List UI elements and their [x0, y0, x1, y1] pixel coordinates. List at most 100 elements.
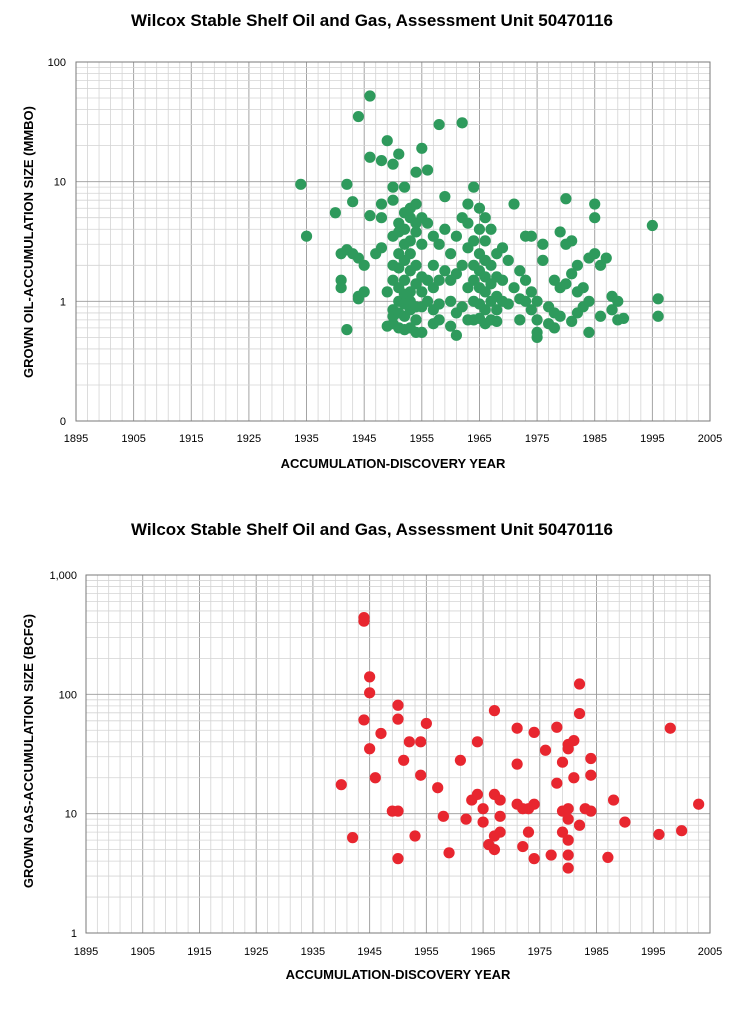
x-tick-label: 1945: [352, 433, 376, 445]
data-point: [329, 207, 341, 219]
data-point: [519, 295, 532, 307]
data-points: [295, 90, 664, 343]
data-point: [511, 758, 523, 770]
data-point: [562, 743, 574, 755]
data-point: [410, 198, 422, 210]
data-point: [432, 782, 444, 794]
chart-title: Wilcox Stable Shelf Oil and Gas, Assessm…: [131, 11, 613, 30]
data-point: [479, 304, 491, 316]
x-tick-label: 1905: [130, 946, 154, 958]
x-tick-label: 1975: [525, 433, 549, 445]
data-point: [488, 705, 501, 717]
plot-frame: [85, 574, 711, 934]
data-point: [347, 832, 359, 844]
y-axis-label: GROWN OIL-ACCUMULATION SIZE (MMBO): [21, 106, 36, 378]
data-point: [548, 322, 560, 334]
data-point: [375, 212, 388, 224]
data-point: [473, 202, 486, 214]
data-point: [585, 769, 597, 781]
data-point: [456, 117, 468, 129]
data-point: [494, 826, 506, 838]
x-tick-label: 1925: [237, 433, 261, 445]
data-point: [445, 295, 457, 307]
y-axis-label: GROWN GAS-ACCUMULATION SIZE (BCFG): [21, 614, 36, 888]
x-tick-label: 1955: [414, 946, 438, 958]
data-point: [398, 274, 411, 286]
x-tick-label: 1935: [301, 946, 325, 958]
data-point: [508, 282, 520, 294]
data-point: [494, 794, 506, 806]
data-point: [416, 326, 428, 339]
x-tick-label: 1895: [64, 433, 88, 445]
data-point: [358, 259, 370, 271]
x-axis-label: ACCUMULATION-DISCOVERY YEAR: [286, 967, 511, 982]
y-tick-label: 10: [65, 809, 77, 821]
data-point: [577, 282, 589, 294]
data-point: [381, 135, 393, 147]
oil-chart: Wilcox Stable Shelf Oil and Gas, Assessm…: [21, 11, 722, 471]
data-point: [566, 235, 578, 247]
data-point: [347, 196, 359, 208]
x-axis-ticks: 1895 1905 1915 1925 1935 1945 1955 1965 1975 1985…: [74, 946, 722, 958]
data-point: [433, 274, 445, 286]
data-point: [566, 315, 578, 327]
data-point: [341, 178, 353, 190]
data-point: [387, 181, 399, 193]
data-point: [556, 826, 569, 838]
data-point: [375, 154, 388, 167]
y-axis-ticks: 1 10 100 1,000: [49, 570, 77, 940]
data-point: [445, 248, 457, 260]
data-point: [545, 849, 557, 861]
data-point: [479, 286, 491, 298]
data-point: [652, 310, 664, 322]
data-point: [562, 813, 574, 825]
data-point: [508, 198, 520, 210]
data-point: [450, 268, 462, 280]
x-tick-label: 1905: [121, 433, 145, 445]
data-point: [531, 295, 543, 307]
plot-frame: [75, 61, 711, 422]
data-point: [387, 194, 399, 206]
data-point: [460, 813, 472, 825]
data-point: [364, 210, 376, 222]
data-point: [473, 223, 486, 235]
data-point: [450, 329, 462, 341]
data-point: [420, 717, 432, 730]
data-point: [602, 851, 614, 864]
data-point: [522, 826, 535, 838]
data-point: [454, 754, 466, 766]
data-point: [369, 772, 381, 784]
data-point: [421, 217, 434, 229]
data-point: [392, 713, 404, 725]
data-point: [295, 178, 307, 190]
data-point: [653, 828, 665, 841]
data-point: [551, 721, 563, 733]
data-point: [375, 242, 388, 254]
x-tick-label: 1935: [294, 433, 318, 445]
data-point: [392, 853, 404, 865]
data-point: [589, 212, 601, 224]
data-point: [607, 794, 620, 806]
data-point: [364, 687, 376, 699]
data-point: [568, 772, 580, 784]
data-point: [491, 304, 503, 316]
grid: [86, 575, 710, 934]
data-point: [427, 230, 439, 242]
data-point: [511, 722, 523, 734]
plot-area: [85, 574, 711, 934]
x-tick-label: 1965: [467, 433, 491, 445]
plot-background: [86, 575, 710, 933]
data-point: [585, 805, 597, 817]
data-point: [556, 756, 569, 768]
data-point: [427, 259, 439, 271]
data-point: [477, 816, 489, 828]
data-point: [462, 217, 474, 229]
x-tick-label: 1955: [410, 433, 434, 445]
data-point: [352, 110, 365, 123]
y-tick-label: 1,000: [49, 570, 77, 582]
x-tick-label: 1915: [187, 946, 211, 958]
data-point: [375, 727, 387, 740]
data-point: [491, 315, 503, 327]
data-point: [358, 615, 370, 627]
data-point: [619, 816, 631, 828]
